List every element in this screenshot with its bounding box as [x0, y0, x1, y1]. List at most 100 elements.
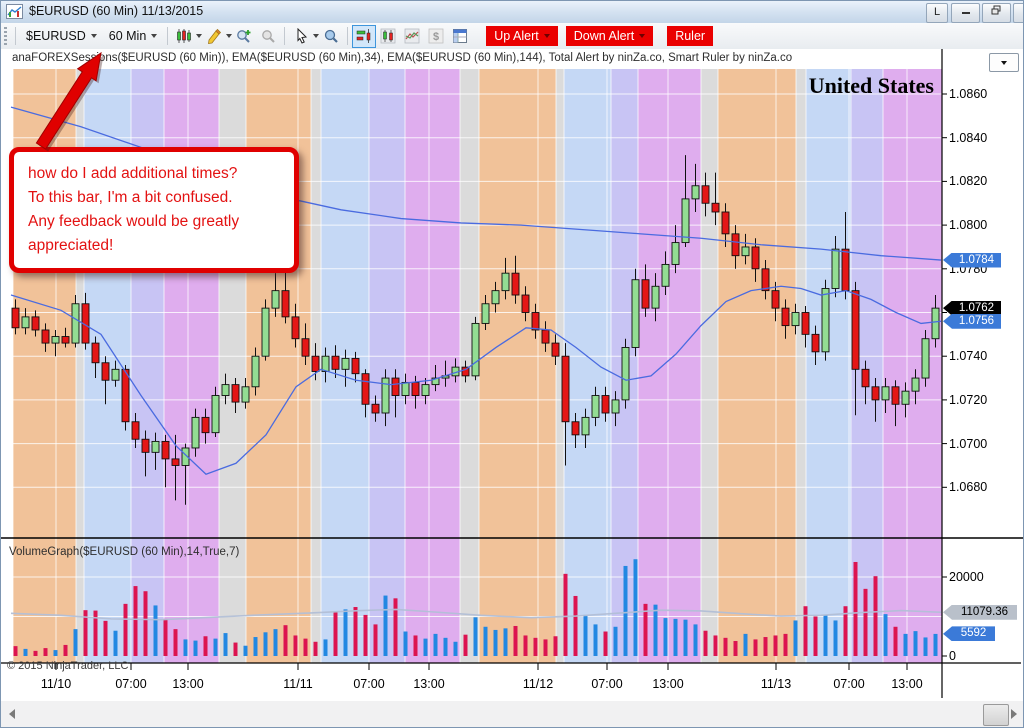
chart-trader-button[interactable] — [352, 24, 377, 48]
ruler-label: Ruler — [675, 29, 706, 43]
volume-ma-tag: 11079.36 — [943, 604, 1017, 620]
instrument-dropdown[interactable]: $EURUSD — [20, 27, 103, 45]
line-chart-icon — [404, 28, 420, 44]
dollar-icon: $ — [428, 28, 444, 44]
candlestick-style-icon — [177, 29, 192, 43]
time-tick-label: 07:00 — [115, 677, 147, 691]
chart-style-button[interactable] — [172, 25, 196, 48]
restore-icon — [991, 5, 1001, 15]
down-alert-button[interactable]: Down Alert — [565, 26, 654, 46]
callout-line: appreciated! — [28, 237, 114, 254]
down-alert-label: Down Alert — [573, 29, 635, 43]
zoom-in-icon — [236, 30, 251, 43]
ruler-button[interactable]: Ruler — [667, 26, 714, 46]
price-tick-label: 1.0800 — [949, 218, 988, 233]
time-tick-label: 11/13 — [760, 677, 792, 691]
time-tick-label: 13:00 — [891, 677, 923, 691]
bars-style-button[interactable] — [376, 25, 400, 48]
chevron-down-icon — [543, 34, 550, 38]
line-chart-button[interactable] — [400, 25, 424, 48]
volume-indicator-label: VolumeGraph($EURUSD (60 Min),14,True,7) — [9, 546, 240, 558]
time-tick-label: 11/10 — [40, 677, 72, 691]
grip-handle[interactable] — [4, 27, 7, 45]
toolbar: $EURUSD 60 Min — [1, 23, 1023, 50]
chart-trader-icon — [357, 29, 371, 43]
chevron-down-icon[interactable] — [196, 34, 203, 38]
chevron-down-icon[interactable] — [226, 34, 233, 38]
restore-button[interactable] — [982, 3, 1011, 23]
horizontal-scrollbar[interactable] — [1, 701, 1023, 727]
region-magnifier-icon — [325, 29, 339, 43]
up-alert-button[interactable]: Up Alert — [486, 26, 558, 46]
price-tick-label: 1.0700 — [949, 436, 988, 451]
chevron-down-icon — [639, 34, 646, 38]
pencil-icon — [208, 28, 222, 44]
minimize-button[interactable] — [951, 3, 980, 23]
volume-tick-label: 0 — [949, 649, 956, 663]
svg-text:$: $ — [433, 31, 439, 43]
chart-region: anaFOREXSessions($EURUSD (60 Min)), EMA(… — [1, 49, 1023, 727]
chevron-down-icon — [90, 34, 97, 38]
dollar-button[interactable]: $ — [424, 25, 448, 48]
pointer-button[interactable] — [289, 25, 313, 48]
candles-layer — [11, 155, 940, 505]
time-tick-label: 13:00 — [172, 677, 204, 691]
drawing-tools-button[interactable] — [202, 25, 226, 48]
chart-panel-dropdown-button[interactable] — [989, 53, 1019, 72]
chart-app-icon — [6, 4, 23, 19]
link-window-button[interactable]: L — [926, 3, 948, 23]
time-tick-label: 13:00 — [413, 677, 445, 691]
volume-ma-layer — [10, 608, 942, 621]
last-volume-tag: 5592 — [943, 626, 995, 642]
time-tick-label: 07:00 — [833, 677, 865, 691]
zoom-out-icon — [262, 30, 275, 43]
zoom-out-button[interactable] — [256, 25, 280, 48]
price-tick-label: 1.0860 — [949, 87, 988, 101]
callout-line: Any feedback would be greatly — [28, 213, 240, 230]
time-tick-label: 11/11 — [283, 677, 313, 691]
interval-dropdown[interactable]: 60 Min — [103, 27, 164, 45]
up-alert-label: Up Alert — [494, 29, 539, 43]
ema34-price-tag: 1.0756 — [943, 313, 1001, 329]
title-bar[interactable]: $EURUSD (60 Min) 11/13/2015 L — [1, 1, 1023, 24]
link-window-icon: L — [933, 6, 941, 18]
close-button[interactable] — [1013, 3, 1023, 23]
scroll-right-icon[interactable] — [1011, 709, 1017, 719]
instrument-label: $EURUSD — [26, 29, 86, 43]
price-tick-label: 1.0820 — [949, 174, 988, 189]
chevron-down-icon[interactable] — [313, 34, 320, 38]
scroll-left-icon[interactable] — [9, 709, 15, 719]
window-title: $EURUSD (60 Min) 11/13/2015 — [29, 4, 204, 18]
callout-line: To this bar, I'm a bit confused. — [28, 189, 233, 206]
price-tick-label: 1.0720 — [949, 392, 988, 407]
callout-line: how do I add additional times? — [28, 165, 238, 182]
scrollbar-thumb[interactable] — [983, 704, 1009, 726]
bars-style-icon — [380, 28, 396, 44]
price-tick-label: 1.0840 — [949, 130, 988, 145]
chevron-down-icon — [1001, 60, 1007, 65]
indicator-label: anaFOREXSessions($EURUSD (60 Min)), EMA(… — [12, 52, 793, 64]
chevron-down-icon — [151, 34, 158, 38]
data-grid-button[interactable] — [448, 25, 472, 48]
callout-annotation[interactable]: how do I add additional times? To this b… — [9, 147, 299, 273]
region-magnifier-button[interactable] — [319, 25, 343, 48]
volume-tick-label: 20000 — [949, 570, 984, 584]
time-tick-label: 11/12 — [522, 677, 554, 691]
price-tick-label: 1.0680 — [949, 480, 988, 495]
data-grid-icon — [453, 29, 468, 43]
pointer-icon — [297, 28, 307, 44]
time-tick-label: 07:00 — [353, 677, 385, 691]
session-watermark: United States — [808, 73, 934, 98]
interval-label: 60 Min — [108, 29, 147, 43]
time-tick-label: 13:00 — [652, 677, 684, 691]
zoom-in-button[interactable] — [232, 25, 256, 48]
minimize-icon — [961, 12, 970, 14]
axes-layer — [1, 49, 1023, 698]
last-price-tag: 1.0762 — [943, 300, 1001, 316]
volume-bars-layer — [13, 559, 938, 656]
copyright-text: © 2015 NinjaTrader, LLC — [7, 660, 129, 672]
price-tick-label: 1.0740 — [949, 349, 988, 364]
time-tick-label: 07:00 — [591, 677, 623, 691]
ema144-price-tag: 1.0784 — [943, 252, 1001, 268]
